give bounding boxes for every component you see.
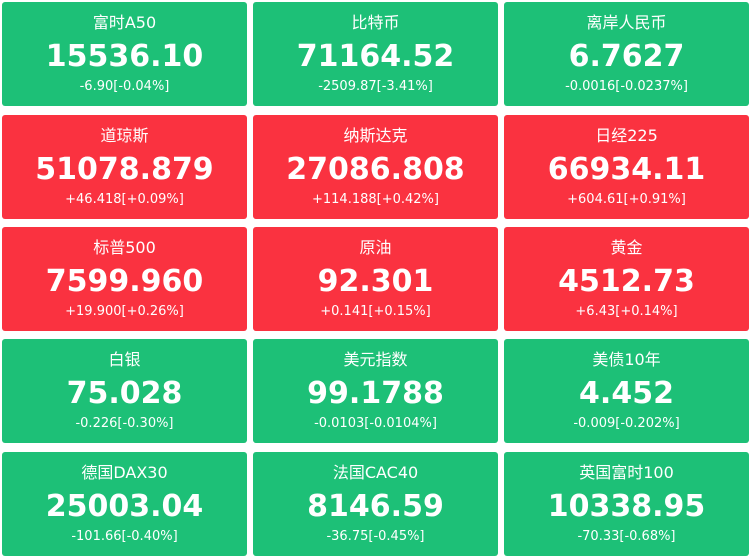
quote-value: 10338.95	[547, 489, 706, 524]
quote-change: +19.900[+0.26%]	[65, 304, 184, 319]
quote-tile[interactable]: 原油 92.301 +0.141[+0.15%]	[253, 227, 498, 331]
quote-name: 原油	[359, 238, 392, 257]
quote-change: -70.33[-0.68%]	[577, 529, 676, 544]
quote-name: 纳斯达克	[343, 126, 408, 145]
quote-value: 66934.11	[547, 152, 706, 187]
quote-tile[interactable]: 德国DAX30 25003.04 -101.66[-0.40%]	[2, 452, 247, 556]
quote-value: 8146.59	[307, 489, 444, 524]
quote-value: 7599.960	[45, 264, 204, 299]
quote-tile[interactable]: 纳斯达克 27086.808 +114.188[+0.42%]	[253, 115, 498, 219]
quote-tile[interactable]: 黄金 4512.73 +6.43[+0.14%]	[504, 227, 749, 331]
quote-value: 51078.879	[35, 152, 214, 187]
quote-value: 75.028	[66, 376, 183, 411]
quote-change: -101.66[-0.40%]	[71, 529, 178, 544]
quote-change: -0.0016[-0.0237%]	[565, 79, 688, 94]
quote-name: 比特币	[351, 13, 400, 32]
quote-tile[interactable]: 标普500 7599.960 +19.900[+0.26%]	[2, 227, 247, 331]
quote-name: 法国CAC40	[332, 463, 419, 482]
quote-change: -0.226[-0.30%]	[75, 416, 174, 431]
quote-value: 27086.808	[286, 152, 465, 187]
quote-tile[interactable]: 道琼斯 51078.879 +46.418[+0.09%]	[2, 115, 247, 219]
quote-change: -36.75[-0.45%]	[326, 529, 425, 544]
quote-change: -6.90[-0.04%]	[79, 79, 170, 94]
quote-value: 4512.73	[558, 264, 695, 299]
quote-value: 6.7627	[568, 39, 685, 74]
quote-tile[interactable]: 日经225 66934.11 +604.61[+0.91%]	[504, 115, 749, 219]
quote-change: -2509.87[-3.41%]	[318, 79, 433, 94]
quote-value: 92.301	[317, 264, 434, 299]
quote-name: 白银	[108, 350, 141, 369]
quote-name: 黄金	[610, 238, 643, 257]
quote-tile[interactable]: 富时A50 15536.10 -6.90[-0.04%]	[2, 2, 247, 106]
quote-tile[interactable]: 美债10年 4.452 -0.009[-0.202%]	[504, 339, 749, 443]
quote-value: 4.452	[579, 376, 674, 411]
quote-name: 德国DAX30	[81, 463, 168, 482]
quote-value: 15536.10	[45, 39, 204, 74]
quote-name: 标普500	[93, 238, 156, 257]
quote-tile[interactable]: 英国富时100 10338.95 -70.33[-0.68%]	[504, 452, 749, 556]
quote-name: 道琼斯	[100, 126, 149, 145]
quote-name: 英国富时100	[579, 463, 674, 482]
quote-change: -0.0103[-0.0104%]	[314, 416, 437, 431]
quote-tile[interactable]: 美元指数 99.1788 -0.0103[-0.0104%]	[253, 339, 498, 443]
quote-change: +46.418[+0.09%]	[65, 192, 184, 207]
quote-change: -0.009[-0.202%]	[573, 416, 680, 431]
quote-value: 71164.52	[296, 39, 455, 74]
quote-value: 25003.04	[45, 489, 204, 524]
quote-name: 离岸人民币	[586, 13, 667, 32]
quote-change: +6.43[+0.14%]	[575, 304, 678, 319]
quote-value: 99.1788	[307, 376, 444, 411]
quote-tile[interactable]: 法国CAC40 8146.59 -36.75[-0.45%]	[253, 452, 498, 556]
quote-name: 美元指数	[343, 350, 408, 369]
quote-name: 美债10年	[592, 350, 661, 369]
quote-tile[interactable]: 白银 75.028 -0.226[-0.30%]	[2, 339, 247, 443]
quote-tile[interactable]: 比特币 71164.52 -2509.87[-3.41%]	[253, 2, 498, 106]
quote-name: 日经225	[595, 126, 658, 145]
quote-change: +604.61[+0.91%]	[567, 192, 686, 207]
quote-name: 富时A50	[92, 13, 157, 32]
quote-tile[interactable]: 离岸人民币 6.7627 -0.0016[-0.0237%]	[504, 2, 749, 106]
quote-change: +114.188[+0.42%]	[312, 192, 439, 207]
quote-change: +0.141[+0.15%]	[320, 304, 431, 319]
